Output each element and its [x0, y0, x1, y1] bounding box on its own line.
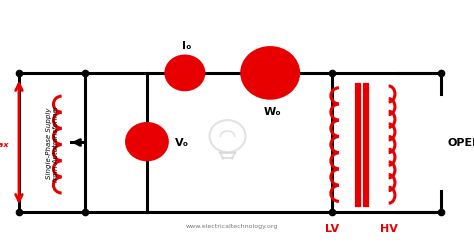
Text: V₁: V₁	[137, 134, 153, 147]
Circle shape	[242, 48, 299, 99]
Text: Wₒ: Wₒ	[264, 106, 282, 116]
Text: www.electricaltechnology.org: www.electricaltechnology.org	[186, 223, 278, 228]
Text: HV: HV	[380, 223, 398, 233]
Text: Vₒ: Vₒ	[175, 137, 190, 147]
Text: OPEN: OPEN	[448, 138, 474, 148]
Circle shape	[166, 57, 204, 90]
Circle shape	[127, 124, 167, 160]
Text: A: A	[180, 67, 190, 80]
Text: Single-Phase Supply
from Autotransformer: Single-Phase Supply from Autotransformer	[46, 105, 59, 181]
Text: Open Circuit Test of Transformer: Open Circuit Test of Transformer	[72, 11, 402, 29]
Text: Iₒ: Iₒ	[182, 40, 192, 50]
Text: Vₐₓ: Vₐₓ	[0, 136, 9, 149]
Text: LV: LV	[325, 223, 339, 233]
